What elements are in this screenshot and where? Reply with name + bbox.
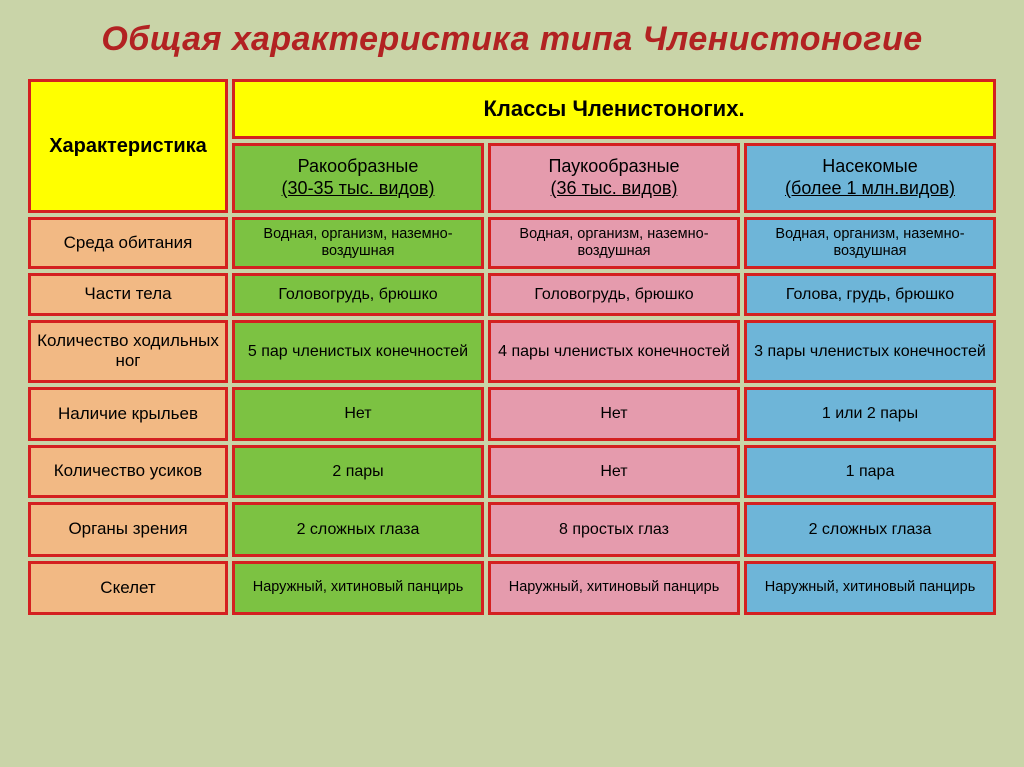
header-col-insecta: Насекомые (более 1 млн.видов) bbox=[744, 143, 996, 212]
row-antennae-c2: Нет bbox=[488, 445, 740, 498]
header-characteristic: Характеристика bbox=[28, 79, 228, 213]
row-skeleton-label: Скелет bbox=[28, 561, 228, 615]
row-eyes-label: Органы зрения bbox=[28, 502, 228, 556]
header-classes: Классы Членистоногих. bbox=[232, 79, 996, 139]
row-bodyparts-label: Части тела bbox=[28, 273, 228, 315]
row-habitat-c2: Водная, организм, наземно-воздушная bbox=[488, 217, 740, 270]
row-legs-c1: 5 пар членистых конечностей bbox=[232, 320, 484, 383]
row-habitat-c1: Водная, организм, наземно-воздушная bbox=[232, 217, 484, 270]
header-col-arachnida: Паукообразные (36 тыс. видов) bbox=[488, 143, 740, 212]
row-antennae-c3: 1 пара bbox=[744, 445, 996, 498]
row-wings-c2: Нет bbox=[488, 387, 740, 441]
row-wings-c1: Нет bbox=[232, 387, 484, 441]
row-legs-c3: 3 пары членистых конечностей bbox=[744, 320, 996, 383]
row-legs-c2: 4 пары членистых конечностей bbox=[488, 320, 740, 383]
col1-sub: (30-35 тыс. видов) bbox=[282, 178, 435, 198]
row-habitat-label: Среда обитания bbox=[28, 217, 228, 270]
row-legs-label: Количество ходильных ног bbox=[28, 320, 228, 383]
header-col-crustacea: Ракообразные (30-35 тыс. видов) bbox=[232, 143, 484, 212]
col2-name: Паукообразные bbox=[548, 156, 679, 176]
row-eyes-c3: 2 сложных глаза bbox=[744, 502, 996, 556]
col3-sub: (более 1 млн.видов) bbox=[785, 178, 955, 198]
comparison-table: Характеристика Классы Членистоногих. Рак… bbox=[28, 79, 996, 615]
row-wings-c3: 1 или 2 пары bbox=[744, 387, 996, 441]
row-skeleton-c2: Наружный, хитиновый панцирь bbox=[488, 561, 740, 615]
col3-name: Насекомые bbox=[822, 156, 917, 176]
row-wings-label: Наличие крыльев bbox=[28, 387, 228, 441]
row-bodyparts-c3: Голова, грудь, брюшко bbox=[744, 273, 996, 315]
col1-name: Ракообразные bbox=[298, 156, 419, 176]
row-bodyparts-c2: Головогрудь, брюшко bbox=[488, 273, 740, 315]
row-eyes-c2: 8 простых глаз bbox=[488, 502, 740, 556]
row-bodyparts-c1: Головогрудь, брюшко bbox=[232, 273, 484, 315]
row-antennae-label: Количество усиков bbox=[28, 445, 228, 498]
page-title: Общая характеристика типа Членистоногие bbox=[28, 20, 996, 59]
col2-sub: (36 тыс. видов) bbox=[551, 178, 678, 198]
row-skeleton-c3: Наружный, хитиновый панцирь bbox=[744, 561, 996, 615]
row-habitat-c3: Водная, организм, наземно-воздушная bbox=[744, 217, 996, 270]
row-antennae-c1: 2 пары bbox=[232, 445, 484, 498]
row-eyes-c1: 2 сложных глаза bbox=[232, 502, 484, 556]
row-skeleton-c1: Наружный, хитиновый панцирь bbox=[232, 561, 484, 615]
